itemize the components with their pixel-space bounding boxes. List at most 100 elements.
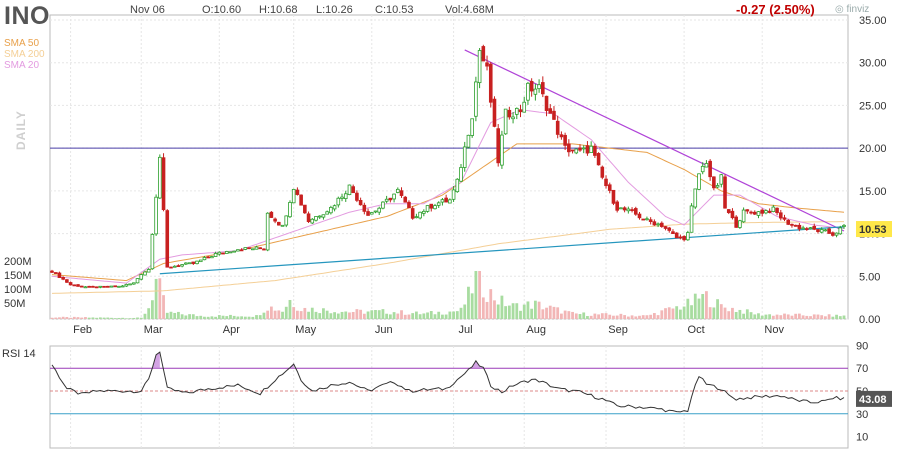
volume-bar xyxy=(310,307,314,319)
candle-body xyxy=(741,209,746,223)
volume-bar xyxy=(652,313,656,319)
candle-body xyxy=(355,192,359,201)
rsi-tick-label: 90 xyxy=(856,340,868,352)
finviz-brand-link[interactable]: ◎ finviz xyxy=(835,4,869,15)
volume-bar xyxy=(340,311,344,319)
volume-bar xyxy=(414,311,418,319)
volume-bar xyxy=(296,310,299,319)
candle-body xyxy=(518,109,523,113)
candle-body xyxy=(232,250,236,253)
volume-bar xyxy=(173,312,177,319)
volume-bar xyxy=(578,314,582,319)
candle-body xyxy=(273,218,277,222)
volume-bar xyxy=(507,305,511,319)
volume-bar xyxy=(467,286,470,319)
volume-bar xyxy=(541,309,545,319)
candle-body xyxy=(310,218,315,224)
candle-body xyxy=(250,248,255,251)
candle-body xyxy=(756,211,761,216)
candle-body xyxy=(477,50,482,84)
candle-body xyxy=(778,212,783,219)
candle-body xyxy=(388,197,393,201)
candle-body xyxy=(336,197,341,206)
candle-body xyxy=(306,213,311,223)
volume-bar xyxy=(727,311,731,319)
candle-body xyxy=(228,251,233,254)
candle-body xyxy=(150,234,155,270)
last-price-label: 10.53 xyxy=(859,224,887,236)
volume-bar xyxy=(437,311,441,319)
candle-body xyxy=(641,218,646,221)
candle-body xyxy=(120,285,125,288)
volume-bar xyxy=(463,304,467,319)
candle-body xyxy=(786,219,791,225)
volume-bar xyxy=(801,315,805,319)
volume-bar xyxy=(515,303,519,319)
candle-body xyxy=(265,212,270,251)
candle-body xyxy=(745,209,750,212)
volume-bar xyxy=(169,311,173,319)
volume-bar xyxy=(236,316,240,319)
volume-bar xyxy=(69,317,72,319)
volume-bar xyxy=(675,306,679,319)
volume-bar xyxy=(556,307,560,319)
candle-body xyxy=(667,227,672,231)
volume-bar xyxy=(232,315,236,319)
volume-bar xyxy=(619,313,623,319)
candle-body xyxy=(351,186,355,194)
volume-bar xyxy=(243,316,247,319)
candle-body xyxy=(172,265,177,268)
volume-bar xyxy=(76,317,80,319)
volume-bar xyxy=(537,301,541,319)
volume-bar xyxy=(407,314,411,319)
candle-body xyxy=(626,208,631,212)
last-price-box xyxy=(856,221,892,238)
candle-body xyxy=(466,134,471,148)
volume-bar xyxy=(567,311,571,319)
candle-body xyxy=(808,227,813,230)
candle-body xyxy=(184,262,188,265)
volume-bar xyxy=(667,307,671,319)
volume-bar xyxy=(797,313,801,319)
volume-bar xyxy=(221,315,225,319)
candle-body xyxy=(455,178,460,193)
candle-body xyxy=(548,108,553,114)
volume-bar xyxy=(571,311,574,319)
volume-bar xyxy=(136,317,139,319)
legend-sma50: SMA 50 xyxy=(4,38,40,49)
candle-body xyxy=(128,283,132,286)
candle-body xyxy=(57,272,62,278)
volume-bar xyxy=(496,304,500,319)
volume-bar xyxy=(177,311,180,319)
candle-body xyxy=(689,205,694,233)
price-tick-label: 0.00 xyxy=(859,314,880,326)
candle-body xyxy=(633,208,638,215)
candle-body xyxy=(503,108,508,135)
candle-body xyxy=(712,176,716,189)
candle-body xyxy=(280,224,285,227)
candle-body xyxy=(600,166,605,178)
month-label: Nov xyxy=(764,324,784,336)
candle-body xyxy=(448,199,452,204)
volume-bar xyxy=(493,300,496,319)
volume-bar xyxy=(121,317,125,319)
volume-bar xyxy=(448,311,452,319)
volume-bar xyxy=(147,308,151,319)
volume-bar xyxy=(54,317,58,319)
volume-bar xyxy=(757,313,760,319)
volume-bar xyxy=(396,313,400,319)
volume-bar xyxy=(307,311,310,319)
candle-body xyxy=(578,147,582,151)
volume-bar xyxy=(91,317,95,319)
candle-body xyxy=(303,204,307,214)
price-tick-label: 30.00 xyxy=(859,58,887,70)
volume-bar xyxy=(195,316,199,319)
candle-body xyxy=(708,160,712,178)
volume-bar xyxy=(749,312,753,319)
candle-body xyxy=(329,207,333,214)
volume-bar xyxy=(623,315,627,319)
volume-bar xyxy=(786,314,790,319)
sma200-line xyxy=(51,221,844,294)
volume-bar xyxy=(288,299,292,319)
candle-body xyxy=(645,218,649,221)
